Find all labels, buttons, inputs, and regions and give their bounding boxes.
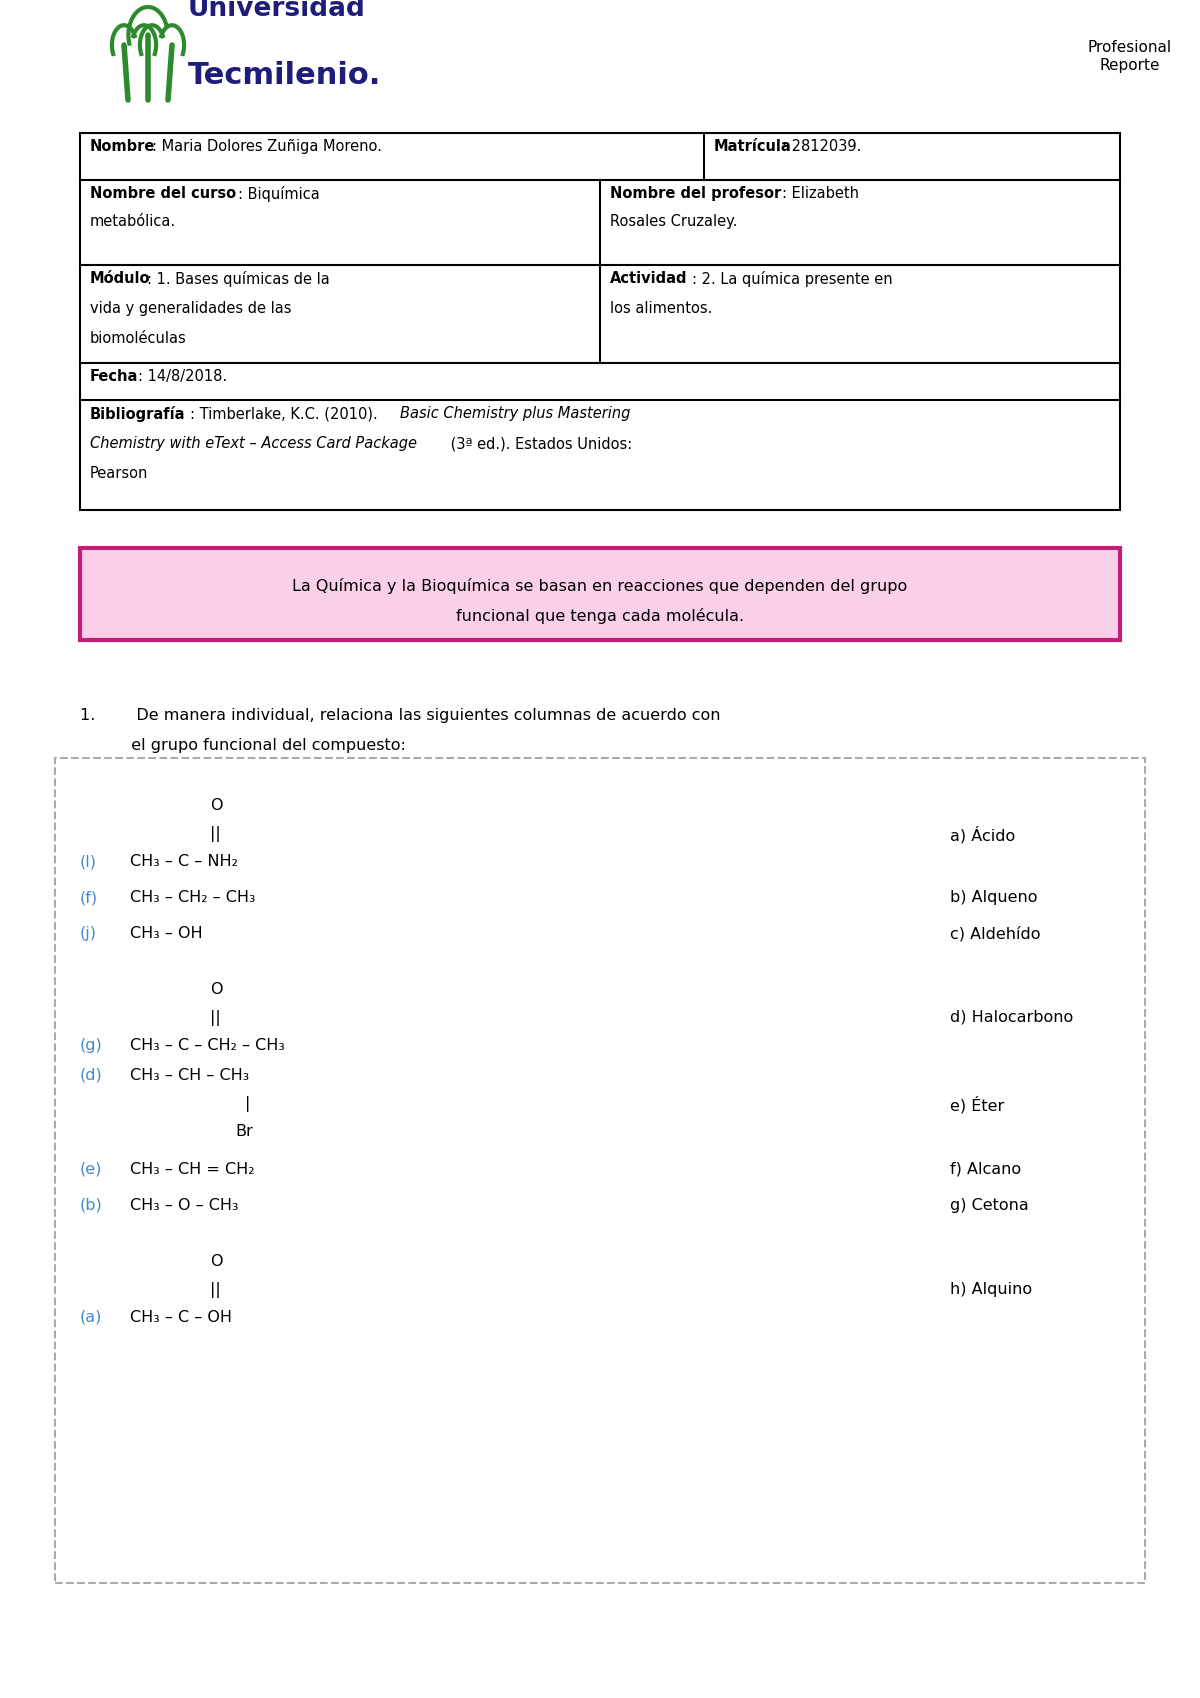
Text: f) Alcano: f) Alcano (950, 1161, 1021, 1177)
Text: La Química y la Bioquímica se basan en reacciones que dependen del grupo: La Química y la Bioquímica se basan en r… (293, 577, 907, 594)
Text: (b): (b) (80, 1199, 103, 1212)
Text: CH₃ – C – NH₂: CH₃ – C – NH₂ (130, 854, 238, 869)
Text: Rosales Cruzaley.: Rosales Cruzaley. (610, 214, 737, 229)
Text: : Biquímica: : Biquímica (238, 187, 319, 202)
Text: : Maria Dolores Zuñiga Moreno.: : Maria Dolores Zuñiga Moreno. (152, 139, 382, 155)
Text: Fecha: Fecha (90, 368, 138, 384)
Text: : Elizabeth: : Elizabeth (782, 187, 859, 200)
Text: Matrícula: Matrícula (714, 139, 792, 155)
Text: los alimentos.: los alimentos. (610, 301, 713, 316)
Text: : 14/8/2018.: : 14/8/2018. (138, 368, 227, 384)
Text: CH₃ – OH: CH₃ – OH (130, 925, 203, 941)
Text: 1.        De manera individual, relaciona las siguientes columnas de acuerdo con: 1. De manera individual, relaciona las s… (80, 708, 720, 723)
Text: CH₃ – CH₂ – CH₃: CH₃ – CH₂ – CH₃ (130, 890, 256, 905)
Text: (3ª ed.). Estados Unidos:: (3ª ed.). Estados Unidos: (446, 436, 632, 452)
Text: h) Alquino: h) Alquino (950, 1282, 1032, 1297)
Text: Tecmilenio.: Tecmilenio. (188, 61, 382, 90)
Text: Módulo: Módulo (90, 272, 150, 285)
Text: O: O (210, 981, 222, 997)
Text: ||: || (210, 1282, 221, 1297)
Text: CH₃ – CH = CH₂: CH₃ – CH = CH₂ (130, 1161, 254, 1177)
Text: funcional que tenga cada molécula.: funcional que tenga cada molécula. (456, 608, 744, 623)
Bar (80, 132, 1120, 509)
Text: ||: || (210, 825, 221, 842)
Bar (55, 757, 1145, 1583)
Text: O: O (210, 1255, 222, 1268)
Text: g) Cetona: g) Cetona (950, 1199, 1028, 1212)
Text: O: O (210, 798, 222, 813)
Text: c) Aldehído: c) Aldehído (950, 925, 1040, 941)
Text: (l): (l) (80, 854, 97, 869)
Text: metabólica.: metabólica. (90, 214, 176, 229)
Text: (j): (j) (80, 925, 97, 941)
Text: CH₃ – C – OH: CH₃ – C – OH (130, 1309, 232, 1324)
Text: Bibliografía: Bibliografía (90, 406, 186, 423)
Text: CH₃ – C – CH₂ – CH₃: CH₃ – C – CH₂ – CH₃ (130, 1037, 284, 1053)
Text: vida y generalidades de las: vida y generalidades de las (90, 301, 292, 316)
Text: Nombre del curso: Nombre del curso (90, 187, 236, 200)
Text: biomoléculas: biomoléculas (90, 331, 187, 346)
Text: e) Éter: e) Éter (950, 1095, 1004, 1114)
Text: Nombre: Nombre (90, 139, 155, 155)
Text: CH₃ – O – CH₃: CH₃ – O – CH₃ (130, 1199, 239, 1212)
Text: Br: Br (235, 1124, 253, 1139)
Text: (a): (a) (80, 1309, 102, 1324)
Text: Basic Chemistry plus Mastering: Basic Chemistry plus Mastering (400, 406, 630, 421)
Text: |: | (245, 1095, 251, 1112)
Text: : Timberlake, K.C. (2010).: : Timberlake, K.C. (2010). (190, 406, 386, 421)
Text: Actividad: Actividad (610, 272, 688, 285)
Text: Pearson: Pearson (90, 465, 149, 481)
Text: (g): (g) (80, 1037, 103, 1053)
Text: : 1. Bases químicas de la: : 1. Bases químicas de la (148, 272, 330, 287)
Text: el grupo funcional del compuesto:: el grupo funcional del compuesto: (80, 739, 406, 752)
Text: d) Halocarbono: d) Halocarbono (950, 1010, 1073, 1026)
Text: Chemistry with eText – Access Card Package: Chemistry with eText – Access Card Packa… (90, 436, 418, 452)
Bar (80, 548, 1120, 640)
Text: : 2812039.: : 2812039. (782, 139, 862, 155)
Text: b) Alqueno: b) Alqueno (950, 890, 1038, 905)
Text: : 2. La química presente en: : 2. La química presente en (692, 272, 893, 287)
Text: (f): (f) (80, 890, 98, 905)
Text: Reporte: Reporte (1099, 58, 1160, 73)
Text: Universidad: Universidad (188, 0, 366, 22)
Text: Profesional: Profesional (1088, 41, 1172, 54)
Text: CH₃ – CH – CH₃: CH₃ – CH – CH₃ (130, 1068, 250, 1083)
Text: (e): (e) (80, 1161, 102, 1177)
Text: (d): (d) (80, 1068, 103, 1083)
Text: Nombre del profesor: Nombre del profesor (610, 187, 781, 200)
Text: a) Ácido: a) Ácido (950, 825, 1015, 844)
Text: ||: || (210, 1010, 221, 1026)
